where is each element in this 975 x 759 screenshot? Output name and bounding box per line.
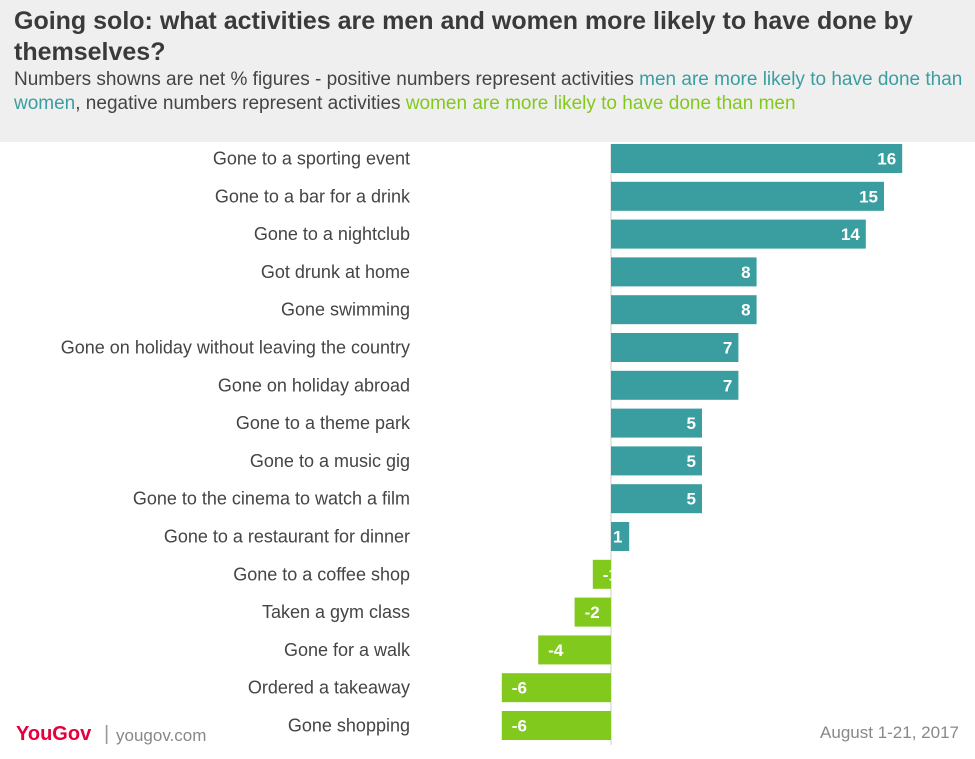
bar-value-label: 5: [687, 490, 696, 509]
category-label: Gone to a nightclub: [254, 224, 410, 244]
subtitle-women-highlight: women are more likely to have done than …: [405, 93, 796, 114]
category-label: Taken a gym class: [262, 602, 410, 622]
bar-value-label: 8: [741, 263, 750, 282]
bar: [611, 370, 739, 400]
subtitle-intro: Numbers showns are net % figures - posit…: [14, 69, 640, 90]
chart-title: Going solo: what activities are men and …: [14, 7, 913, 66]
bar-value-label: 1: [613, 528, 622, 547]
bar: [611, 144, 903, 173]
bar: [611, 446, 702, 476]
bar-value-label: 14: [841, 225, 860, 244]
category-label: Gone to a sporting event: [213, 149, 410, 169]
bar-value-label: -4: [548, 641, 564, 660]
bar-value-label: -6: [512, 679, 527, 698]
bar-value-label: 15: [859, 187, 878, 206]
bar: [611, 522, 630, 551]
category-label: Gone to a music gig: [250, 451, 410, 471]
subtitle-middle: , negative numbers represent activities: [75, 93, 406, 114]
bar-value-label: 5: [687, 452, 696, 471]
bar: [501, 711, 611, 740]
category-label: Got drunk at home: [261, 262, 410, 282]
category-label: Gone shopping: [288, 716, 410, 736]
bar-value-label: 7: [723, 376, 732, 395]
bar: [611, 333, 739, 362]
category-label: Gone swimming: [281, 300, 410, 320]
bar-value-label: -1: [603, 565, 618, 584]
bar: [538, 635, 611, 665]
bar-value-label: 5: [687, 414, 696, 433]
footer-url[interactable]: yougov.com: [116, 726, 207, 745]
category-label: Gone to the cinema to watch a film: [133, 489, 410, 509]
chart-header: Going solo: what activities are men and …: [0, 0, 975, 142]
category-label: Gone for a walk: [284, 640, 411, 660]
bar: [574, 597, 611, 627]
bar-value-label: 8: [741, 301, 750, 320]
bar: [611, 295, 757, 325]
bar-value-label: -6: [512, 717, 527, 736]
category-label: Gone on holiday abroad: [218, 375, 410, 395]
bar: [611, 408, 702, 438]
bar-value-label: 16: [877, 150, 896, 169]
category-label: Gone to a bar for a drink: [215, 186, 411, 206]
bar: [501, 673, 611, 703]
category-label: Gone to a restaurant for dinner: [164, 527, 410, 547]
footer-separator: |: [104, 723, 110, 745]
category-label: Gone to a coffee shop: [233, 564, 410, 584]
bar-value-label: 7: [723, 339, 732, 358]
bar: [611, 484, 702, 514]
bar: [611, 181, 884, 211]
category-label: Ordered a takeaway: [248, 678, 410, 698]
subtitle-men-highlight: men are more likely to have done than wo…: [14, 69, 963, 114]
bar-value-label: -2: [585, 603, 600, 622]
bar: [611, 257, 757, 287]
bar: [592, 559, 611, 589]
category-label: Gone on holiday without leaving the coun…: [61, 338, 410, 358]
category-label: Gone to a theme park: [236, 413, 411, 433]
footer-date: August 1-21, 2017: [820, 723, 959, 742]
bar: [611, 219, 866, 249]
yougov-logo: YouGov: [16, 723, 92, 745]
chart-subtitle: Numbers showns are net % figures - posit…: [14, 68, 964, 116]
